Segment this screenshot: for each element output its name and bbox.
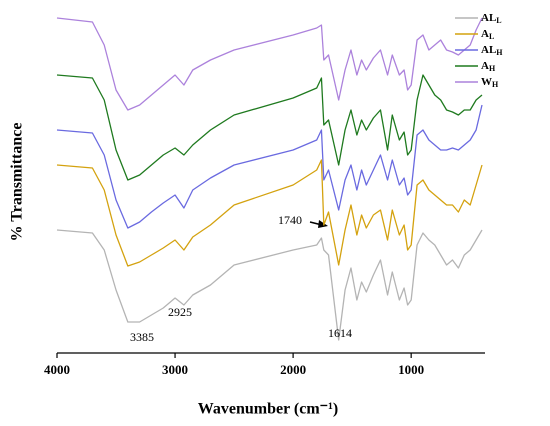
annotation: 2925	[168, 305, 192, 319]
legend-name: A	[481, 28, 489, 40]
spectrum-line	[56, 17, 483, 111]
annotation: 3385	[130, 330, 154, 344]
x-tick-label: 3000	[162, 362, 188, 377]
arrow	[309, 220, 328, 228]
legend-label: ALL	[481, 12, 502, 25]
legend-label: AH	[481, 60, 496, 73]
legend-name: A	[481, 60, 489, 72]
legend-subscript: L	[496, 16, 501, 25]
legend-label: AL	[481, 28, 494, 41]
legend-subscript: H	[489, 64, 496, 73]
x-axis-label: Wavenumber (cm⁻¹)	[198, 401, 338, 418]
legend-subscript: H	[492, 80, 499, 89]
legend-subscript: L	[489, 32, 494, 41]
legend-label: ALH	[481, 44, 503, 57]
x-tick-label: 1000	[398, 362, 424, 377]
annotation: 1614	[328, 326, 352, 340]
x-tick-label: 4000	[44, 362, 70, 377]
legend-name: W	[481, 76, 492, 88]
x-tick-label: 2000	[280, 362, 306, 377]
spectrum-line	[56, 74, 483, 181]
legend-name: AL	[481, 44, 496, 56]
annotation: 1740	[278, 213, 302, 227]
legend-name: AL	[481, 12, 496, 24]
legend-subscript: H	[496, 48, 503, 57]
spectrum-line	[56, 159, 483, 267]
legend-label: WH	[481, 76, 499, 89]
spectrum-line	[56, 229, 483, 341]
spectrum-line	[56, 104, 483, 229]
y-axis-label: % Transmittance	[9, 123, 26, 242]
